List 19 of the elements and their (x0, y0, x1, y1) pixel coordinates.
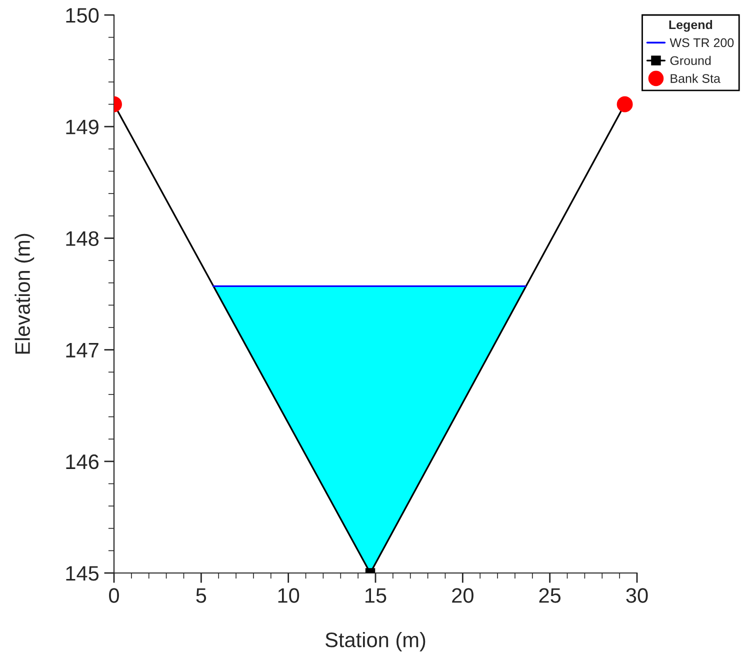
x-tick-label: 20 (452, 588, 474, 603)
y-tick-label: 146 (66, 454, 99, 470)
legend-label: Ground (670, 56, 711, 66)
x-tick-label: 25 (539, 588, 561, 603)
x-tick-label: 10 (278, 588, 300, 603)
y-tick-label: 148 (66, 231, 99, 246)
x-tick-label: 30 (626, 588, 648, 603)
x-tick-label: 15 (366, 588, 386, 603)
y-axis-title: Elevation (m) (14, 234, 34, 354)
y-tick-label: 150 (66, 8, 99, 23)
y-tick-label: 147 (66, 343, 98, 358)
legend-label: WS TR 200 (670, 38, 734, 48)
legend-title: Legend (669, 20, 712, 32)
y-tick-label: 145 (66, 566, 99, 581)
x-tick-label: 0 (109, 588, 119, 603)
x-axis-title: Station (m) (326, 632, 426, 652)
x-tick-label: 5 (196, 588, 206, 603)
legend-label: Bank Sta (670, 74, 720, 83)
y-tick-label: 149 (66, 120, 98, 134)
